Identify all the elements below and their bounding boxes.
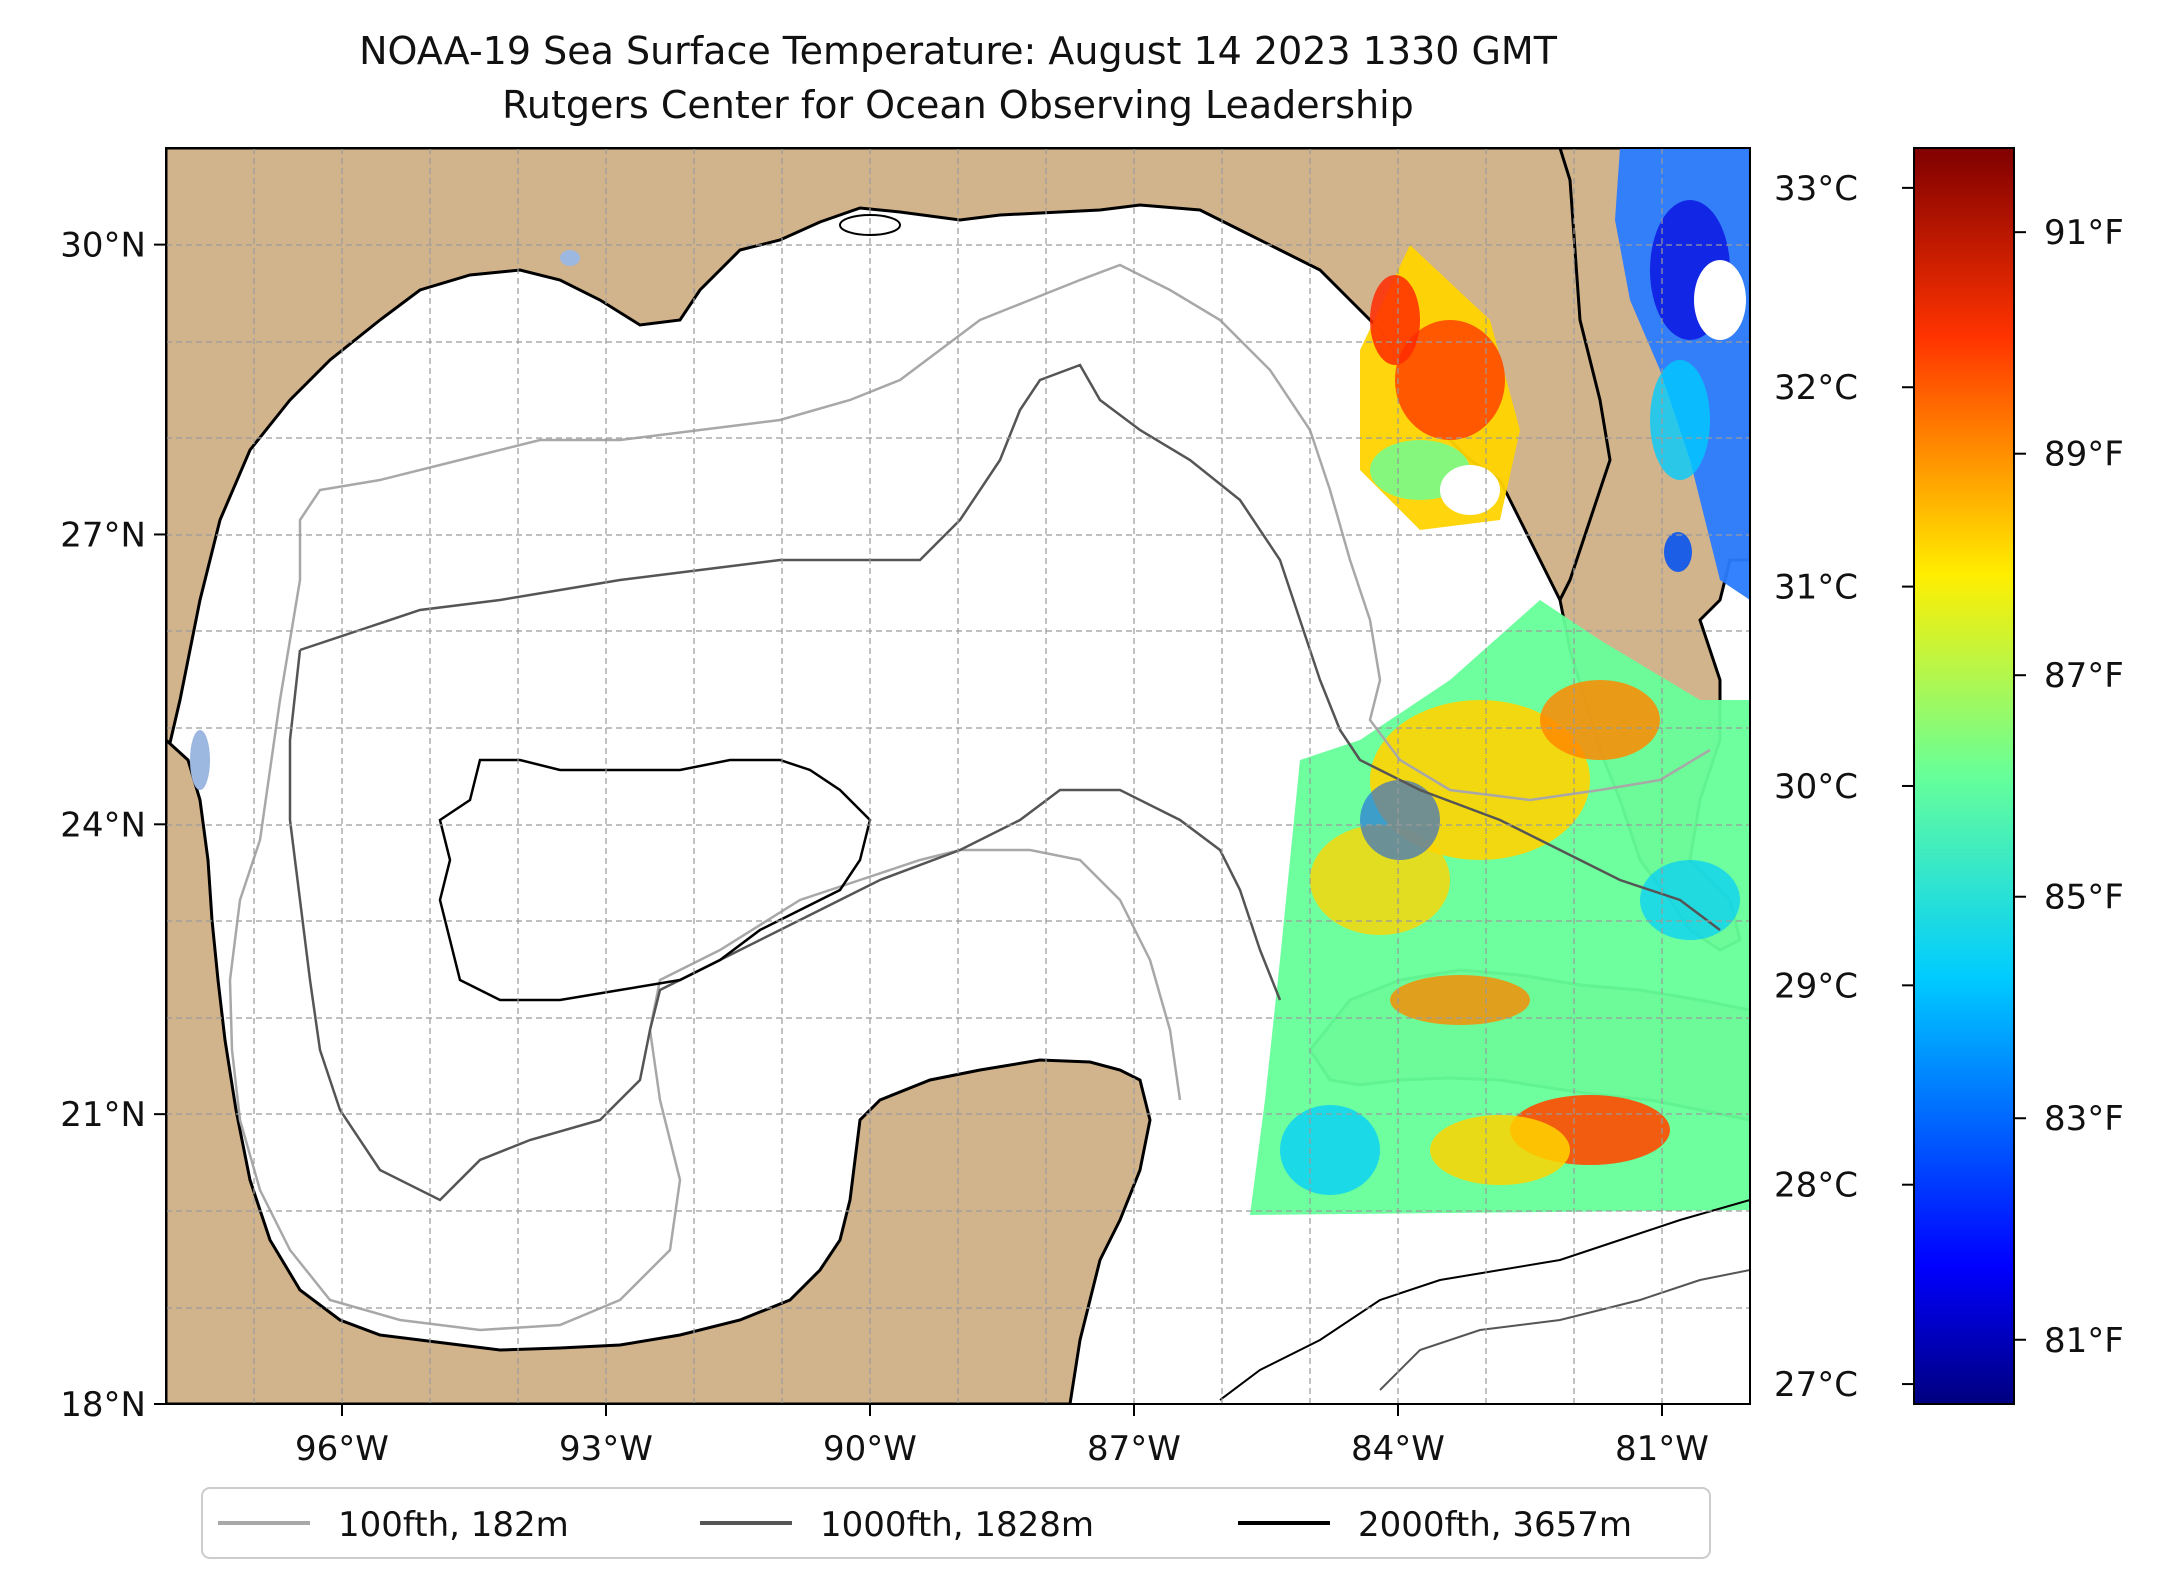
y-tick-label: 27°N [60, 515, 146, 555]
map-panel [166, 148, 1750, 1404]
y-tick-label: 30°N [60, 226, 146, 266]
sst-swath-southeast [1250, 600, 1750, 1215]
celsius-tick-label: 28°C [1774, 1166, 1858, 1206]
map-frame [165, 147, 1751, 1405]
legend-label-2000fth: 2000fth, 3657m [1358, 1505, 1632, 1545]
legend-box [201, 1487, 1711, 1559]
fahrenheit-tick-label: 85°F [2044, 878, 2124, 918]
x-tick-label: 90°W [823, 1429, 917, 1469]
celsius-tick-label: 30°C [1774, 767, 1858, 807]
fahrenheit-tick-label: 89°F [2044, 435, 2124, 475]
title-line-1: NOAA-19 Sea Surface Temperature: August … [359, 29, 1558, 73]
celsius-tick-label: 27°C [1774, 1365, 1858, 1405]
fahrenheit-tick-label: 91°F [2044, 213, 2124, 253]
legend-label-1000fth: 1000fth, 1828m [820, 1505, 1094, 1545]
celsius-tick-label: 31°C [1774, 568, 1858, 608]
fahrenheit-tick-label: 87°F [2044, 656, 2124, 696]
colorbar-ramp [1913, 147, 2015, 1405]
y-tick-label: 21°N [60, 1095, 146, 1135]
lake-patch [560, 250, 580, 266]
fahrenheit-tick-label: 81°F [2044, 1321, 2124, 1361]
sst-swath-atlantic [1615, 148, 1750, 600]
x-tick-label: 81°W [1615, 1429, 1709, 1469]
lake-okeechobee [1664, 532, 1692, 572]
x-tick-label: 87°W [1087, 1429, 1181, 1469]
map-axis-ticks: 96°W 93°W 90°W 87°W 84°W 81°W 18°N 21°N 24°N 27°N… [60, 226, 1709, 1469]
x-tick-label: 84°W [1351, 1429, 1445, 1469]
x-tick-label: 93°W [559, 1429, 653, 1469]
isobath-100fth [228, 263, 1711, 1332]
celsius-tick-label: 33°C [1774, 169, 1858, 209]
celsius-tick-label: 32°C [1774, 368, 1858, 408]
y-tick-label: 18°N [60, 1385, 146, 1425]
isobath-2000fth-south [1219, 1199, 1750, 1401]
gridlines [166, 148, 1750, 1404]
legend-label-100fth: 100fth, 182m [338, 1505, 569, 1545]
isobath-1000fth-south [1379, 1269, 1750, 1391]
celsius-tick-label: 29°C [1774, 966, 1858, 1006]
lake-patch [190, 730, 210, 790]
land-mexico [166, 737, 1152, 1404]
x-tick-label: 96°W [295, 1429, 389, 1469]
y-tick-label: 24°N [60, 805, 146, 845]
title-line-2: Rutgers Center for Ocean Observing Leade… [502, 83, 1414, 127]
colorbar-ticks: 27°C 28°C 29°C 30°C 31°C 32°C 33°C 81°F 83°F 85°F… [1774, 169, 2124, 1405]
isobath-2000fth [438, 758, 872, 1002]
isobath-1000fth [288, 363, 1721, 1202]
lake-pontchartrain [839, 214, 901, 236]
sst-swath-northeast [1360, 245, 1520, 530]
fahrenheit-tick-label: 83°F [2044, 1099, 2124, 1139]
